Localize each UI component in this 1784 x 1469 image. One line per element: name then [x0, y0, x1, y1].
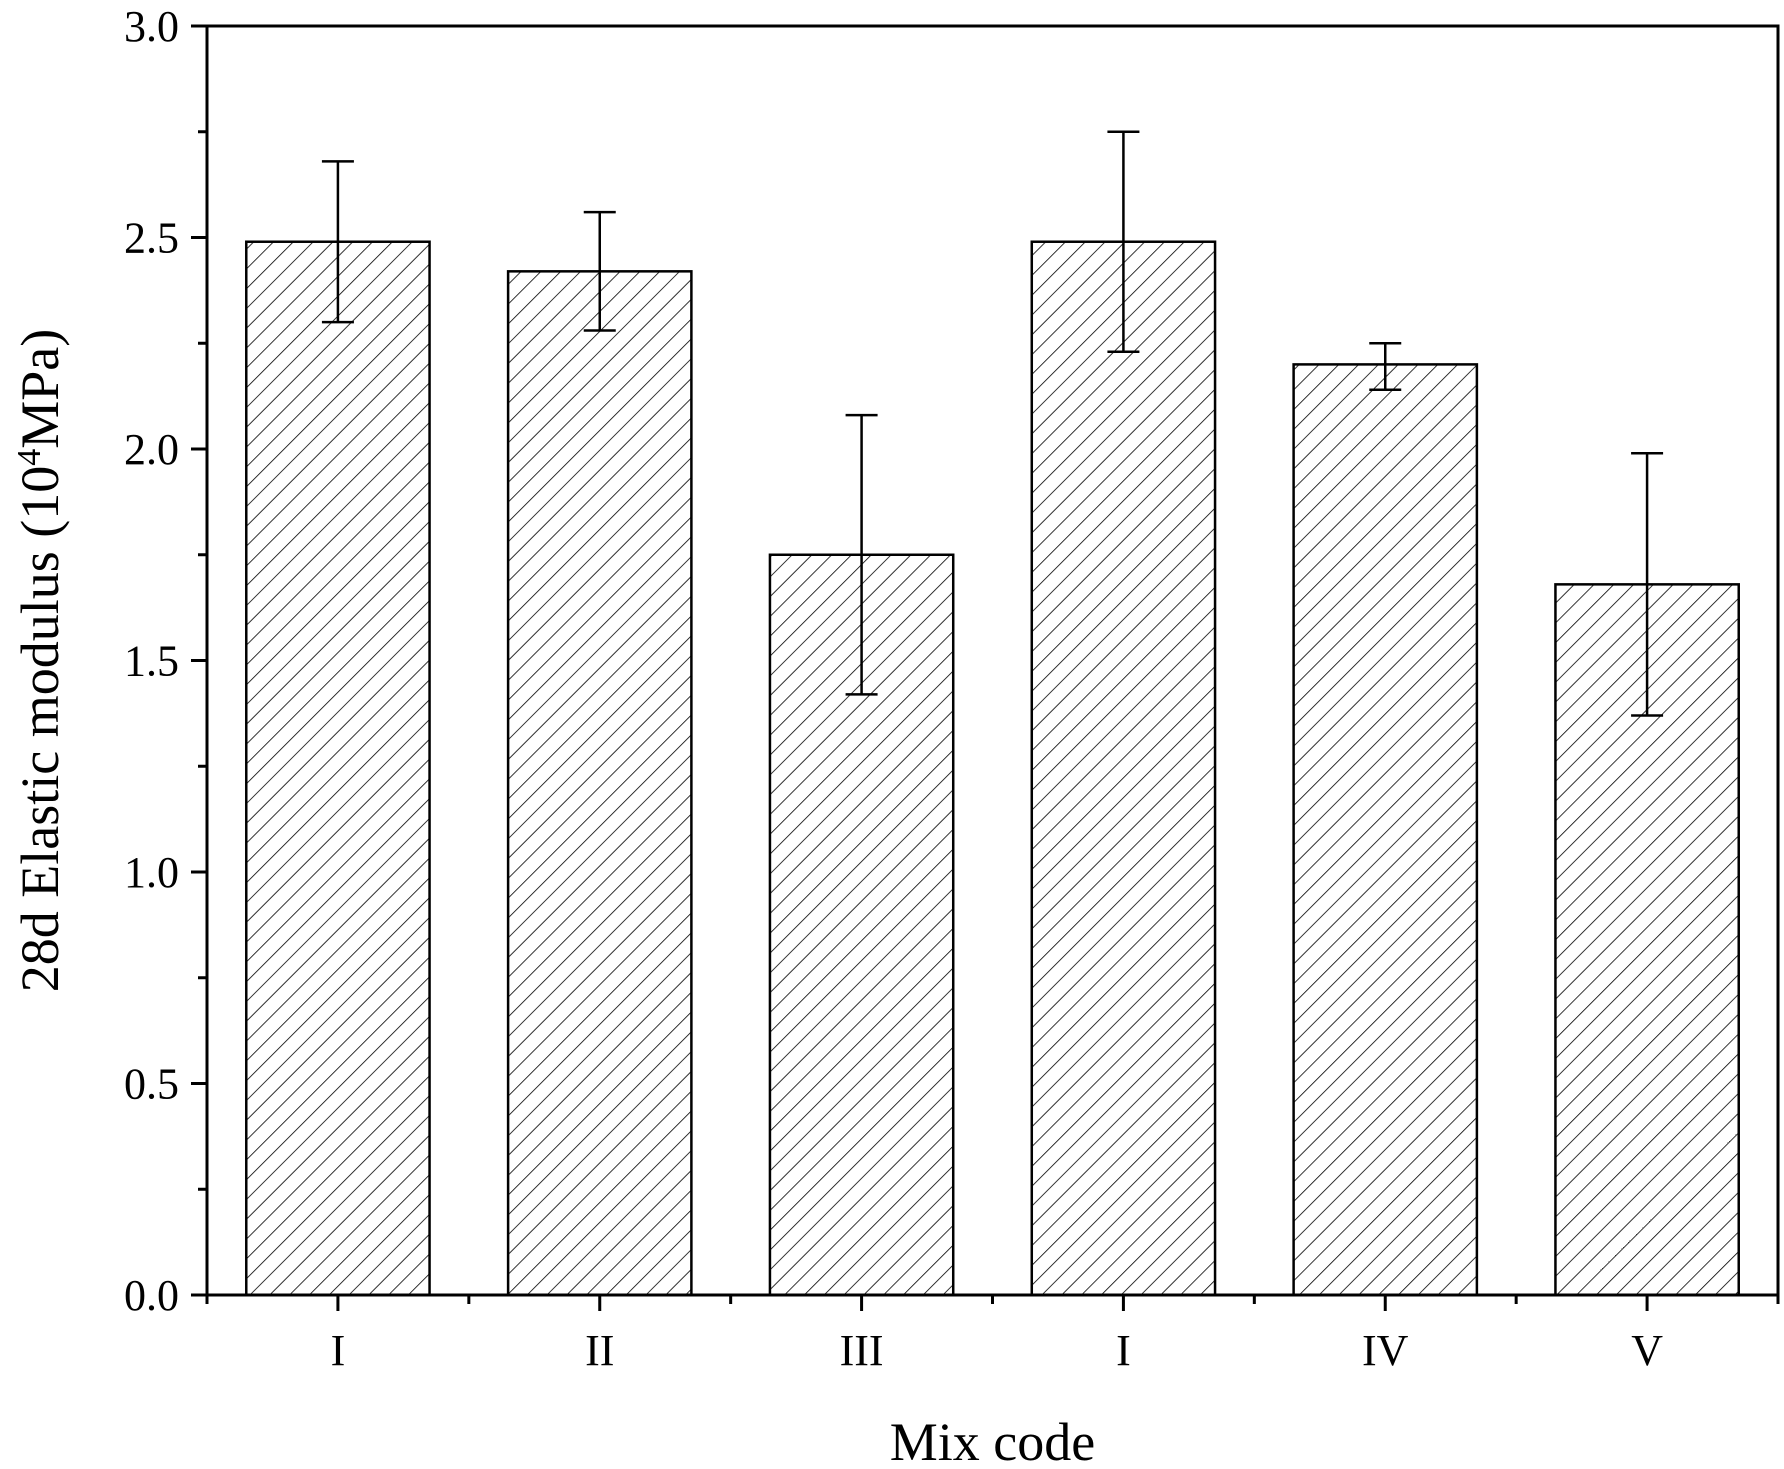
bar — [1030, 240, 1217, 1297]
x-tick-label: V — [1631, 1326, 1663, 1375]
x-axis-title: Mix code — [890, 1412, 1095, 1469]
y-axis-title: 28d Elastic modulus (104MPa) — [10, 329, 70, 992]
x-tick-label: IV — [1362, 1326, 1409, 1375]
x-tick-label: III — [840, 1326, 884, 1375]
x-tick-label: II — [585, 1326, 614, 1375]
x-tick-label: I — [331, 1326, 346, 1375]
x-axis: I II III I IV V — [205, 1295, 1780, 1375]
y-axis-title-superscript: 4 — [11, 449, 48, 466]
y-tick-label: 1.5 — [124, 637, 179, 686]
y-axis: 0.0 0.5 1.0 1.5 2.0 2.5 3.0 — [124, 2, 207, 1320]
y-axis-title-tail: MPa) — [10, 329, 70, 449]
bar — [506, 270, 693, 1297]
plot-frame — [205, 24, 1780, 1297]
x-tick-label: I — [1116, 1326, 1131, 1375]
error-bars — [321, 130, 1664, 717]
y-tick-label: 0.0 — [124, 1271, 179, 1320]
y-tick-label: 3.0 — [124, 2, 179, 51]
bars — [245, 240, 1740, 1297]
bar — [1292, 363, 1479, 1297]
y-tick-label: 0.5 — [124, 1060, 179, 1109]
plot-area: 0.00.51.01.52.02.53.0 I II III I IV V — [124, 2, 1780, 1375]
bar — [245, 240, 431, 1297]
y-axis-title-main: 28d Elastic modulus (10 — [10, 466, 70, 992]
y-tick-label: 2.5 — [124, 214, 179, 263]
y-tick-label: 1.0 — [124, 848, 179, 897]
y-tick-label: 2.0 — [124, 425, 179, 474]
